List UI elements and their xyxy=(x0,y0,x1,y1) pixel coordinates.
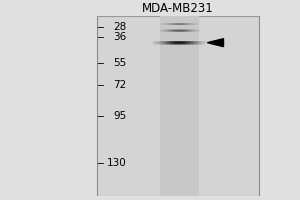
Bar xyxy=(97,16,259,196)
Text: MDA-MB231: MDA-MB231 xyxy=(142,2,214,15)
Text: 95: 95 xyxy=(113,111,127,121)
Text: 55: 55 xyxy=(113,58,127,68)
Polygon shape xyxy=(207,39,224,47)
Bar xyxy=(160,16,199,196)
Text: 72: 72 xyxy=(113,80,127,90)
Text: 28: 28 xyxy=(113,22,127,32)
Text: 130: 130 xyxy=(107,158,127,168)
Text: 36: 36 xyxy=(113,32,127,42)
